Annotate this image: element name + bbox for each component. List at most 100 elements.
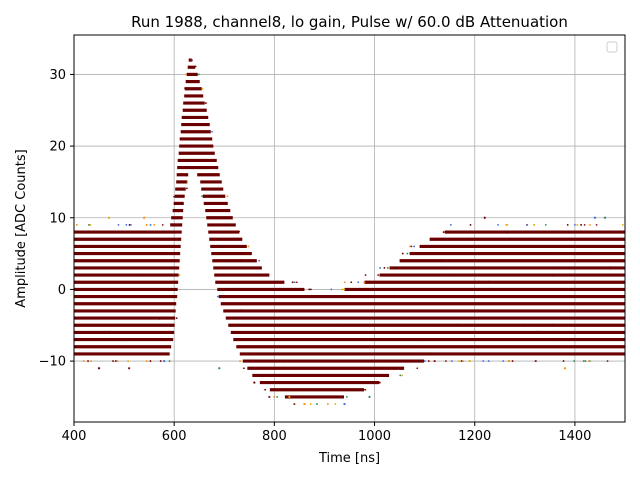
data-point xyxy=(196,109,198,112)
outlier-point xyxy=(218,367,221,370)
data-point xyxy=(218,288,221,291)
data-point xyxy=(549,339,552,341)
data-point xyxy=(217,174,220,177)
data-point xyxy=(409,289,412,292)
outlier-point xyxy=(606,360,609,362)
data-point xyxy=(512,302,514,305)
data-point xyxy=(457,280,460,283)
data-point xyxy=(470,352,473,355)
outlier-point xyxy=(377,274,380,276)
data-point xyxy=(106,295,109,298)
data-point xyxy=(409,310,412,313)
data-point xyxy=(360,345,362,348)
data-point xyxy=(194,138,197,141)
data-point xyxy=(80,338,83,341)
data-point xyxy=(247,323,250,326)
data-point xyxy=(427,295,430,298)
data-point xyxy=(450,238,453,241)
data-point xyxy=(555,231,558,234)
data-point xyxy=(99,252,102,255)
data-point xyxy=(162,337,165,340)
data-point xyxy=(227,238,230,241)
data-point xyxy=(265,360,267,362)
data-point xyxy=(171,324,174,327)
y-tick-label: 10 xyxy=(49,211,66,226)
data-point xyxy=(454,237,457,240)
data-point xyxy=(147,237,150,240)
data-point xyxy=(443,352,446,355)
data-point xyxy=(538,245,541,247)
data-point xyxy=(303,316,306,319)
data-point xyxy=(308,316,311,319)
outlier-point xyxy=(116,360,119,362)
data-point xyxy=(197,130,200,133)
data-point xyxy=(362,352,365,355)
data-point xyxy=(126,353,129,355)
data-point xyxy=(539,231,542,234)
outlier-point xyxy=(450,360,453,362)
data-point xyxy=(596,303,599,306)
data-point xyxy=(353,310,355,312)
data-point xyxy=(157,231,160,234)
data-point xyxy=(279,374,282,376)
outlier-point xyxy=(145,224,148,226)
data-point xyxy=(375,353,378,355)
data-point xyxy=(520,346,523,348)
outlier-point xyxy=(469,224,472,226)
data-point xyxy=(472,353,475,356)
data-point xyxy=(114,252,117,255)
data-point xyxy=(184,87,186,89)
data-point xyxy=(192,101,195,104)
outlier-point xyxy=(97,367,101,370)
data-point xyxy=(103,274,106,277)
data-point xyxy=(94,274,97,277)
data-point xyxy=(440,259,442,261)
data-point xyxy=(554,339,557,341)
data-point xyxy=(360,388,362,391)
data-point xyxy=(472,338,475,341)
data-point xyxy=(234,331,237,334)
data-point xyxy=(618,280,621,283)
data-point xyxy=(284,353,287,356)
data-point xyxy=(131,309,134,312)
data-point xyxy=(471,238,474,241)
data-point xyxy=(75,296,78,299)
data-point xyxy=(489,252,492,254)
data-point xyxy=(93,259,96,262)
data-point xyxy=(429,353,432,355)
data-point xyxy=(128,302,130,305)
data-point xyxy=(172,210,175,212)
data-point xyxy=(80,245,82,248)
data-point xyxy=(319,324,322,326)
data-point xyxy=(249,339,252,341)
data-point xyxy=(613,230,615,233)
data-point xyxy=(551,323,554,326)
data-point xyxy=(235,238,238,240)
data-point xyxy=(372,296,374,299)
data-point xyxy=(203,123,206,126)
data-point xyxy=(78,238,81,241)
outlier-point xyxy=(584,360,587,362)
data-point xyxy=(204,202,207,204)
outlier-point xyxy=(406,252,409,255)
data-point xyxy=(388,331,390,334)
data-point xyxy=(301,309,303,312)
data-point xyxy=(429,295,432,298)
data-point xyxy=(349,331,352,334)
data-point xyxy=(160,302,163,305)
data-point xyxy=(354,288,357,291)
data-point xyxy=(332,324,335,326)
outlier-point xyxy=(589,224,591,226)
data-point xyxy=(213,195,216,198)
data-point xyxy=(280,281,283,284)
outlier-point xyxy=(273,396,276,398)
data-point xyxy=(343,352,346,355)
outlier-point xyxy=(293,403,296,405)
data-point xyxy=(417,260,420,263)
data-point xyxy=(194,65,197,68)
data-point xyxy=(201,101,204,104)
data-point xyxy=(553,337,556,340)
outlier-point xyxy=(580,224,582,226)
outlier-point xyxy=(316,403,318,405)
data-point xyxy=(564,273,567,276)
